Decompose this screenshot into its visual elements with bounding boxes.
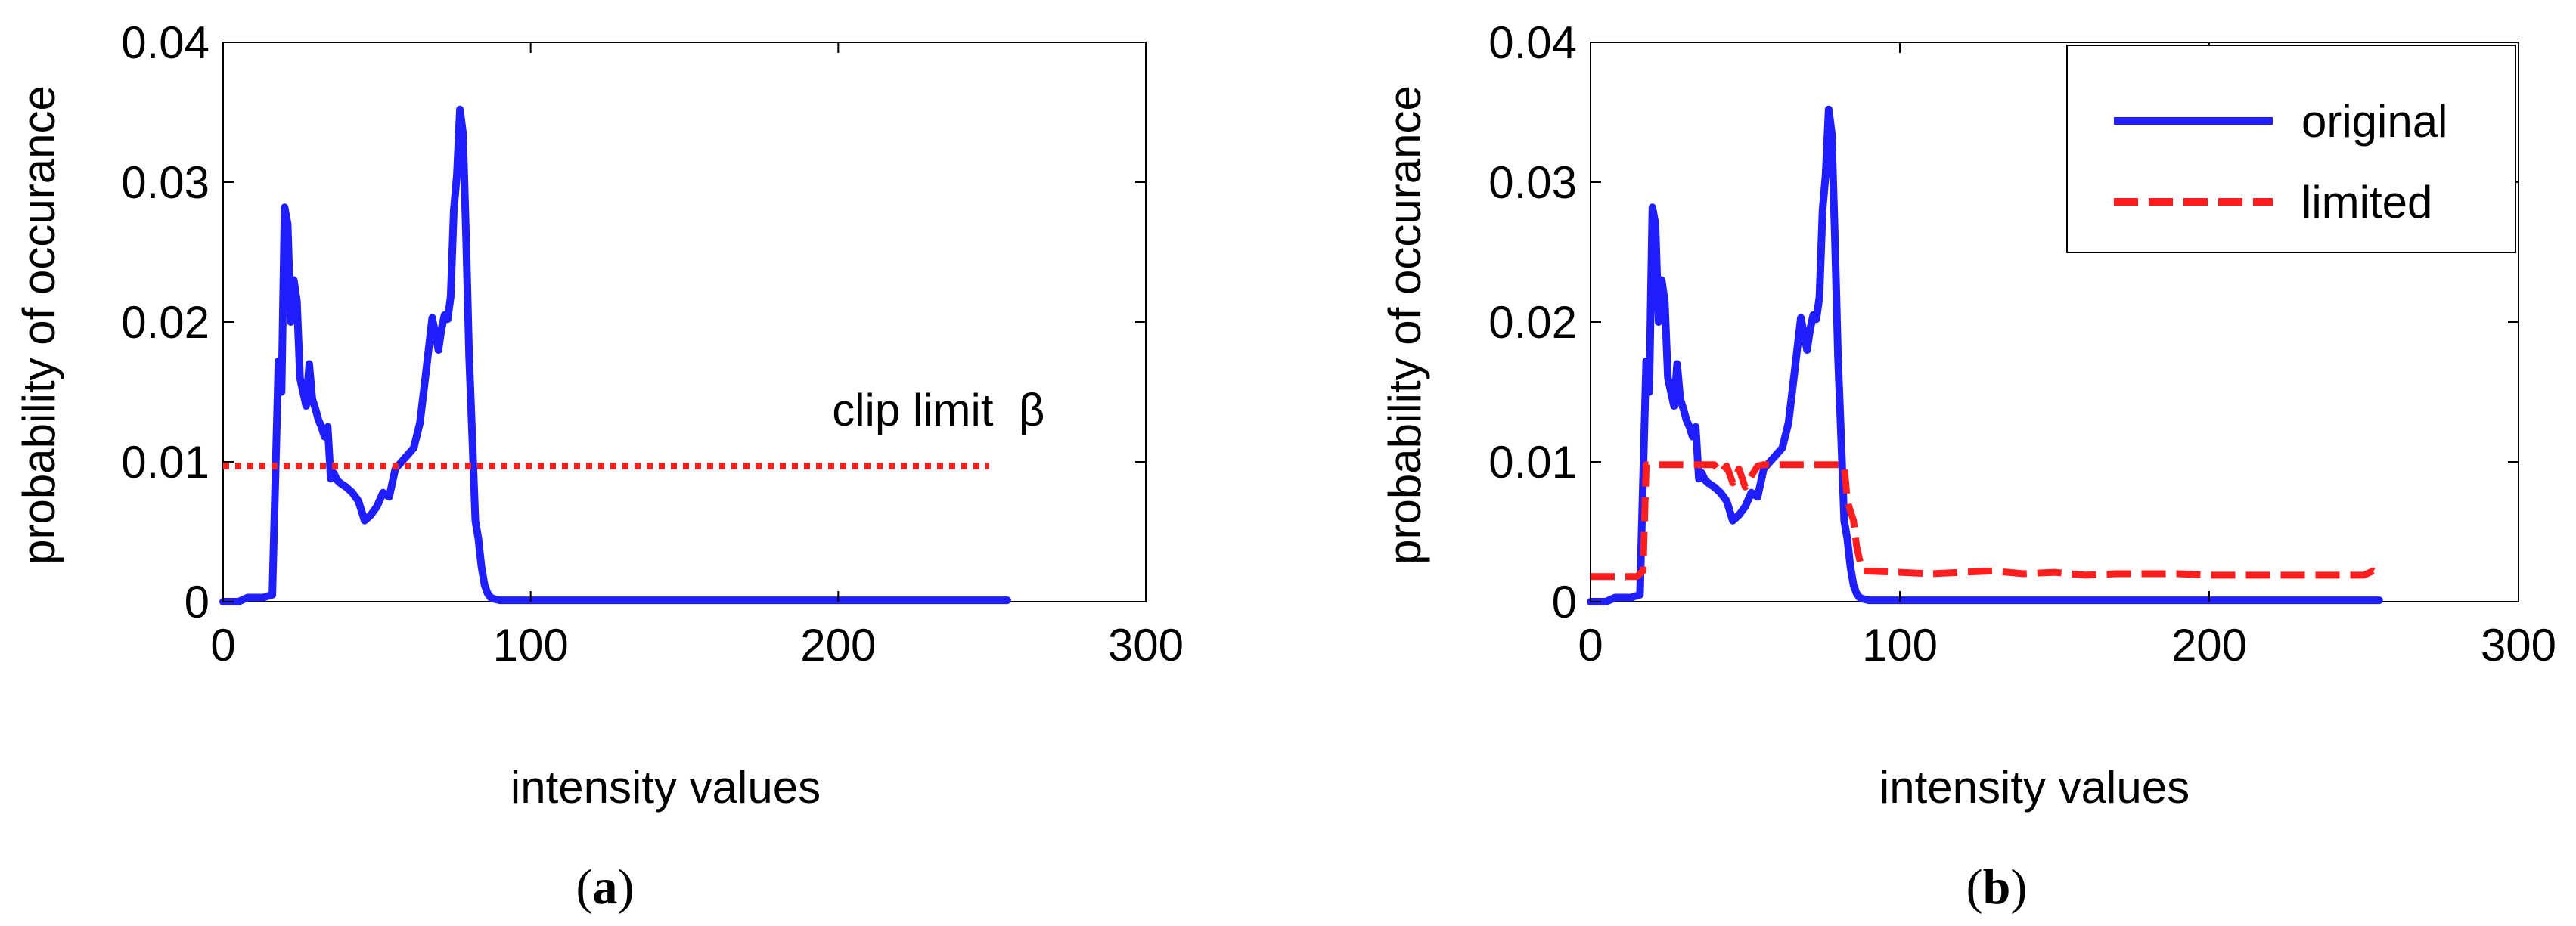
- x-tick-label: 300: [1108, 620, 1184, 670]
- series-line-limited: [1591, 461, 2382, 581]
- x-tick-label: 200: [2171, 620, 2247, 670]
- legend-box: [2066, 45, 2516, 253]
- tick-layer: 0 100 200 300 0 0.01 0.02 0.03 0.04: [121, 17, 1184, 670]
- y-axis-label: probability of occurance: [1380, 85, 1430, 565]
- y-tick-label: 0: [1552, 577, 1577, 627]
- y-tick-label: 0.01: [121, 437, 209, 488]
- clip-limit-annotation: clip limit β: [832, 385, 1044, 435]
- legend: original limited: [2066, 45, 2516, 253]
- x-axis-label: intensity values: [511, 762, 821, 813]
- panel-label-b: (b): [1966, 859, 2028, 915]
- x-tick-label: 100: [493, 620, 569, 670]
- panel-b: 0 100 200 300 0 0.01 0.02 0.03 0.04 intensity va…: [1380, 17, 2556, 915]
- y-tick-label: 0: [185, 577, 209, 627]
- y-tick-label: 0.03: [121, 157, 209, 208]
- series-line-original: [1587, 105, 2383, 605]
- panel-label-a: (a): [576, 859, 635, 915]
- y-tick-label: 0.02: [1488, 297, 1577, 348]
- y-axis-label: probability of occurance: [14, 85, 64, 565]
- x-tick-label: 300: [2481, 620, 2556, 670]
- y-tick-label: 0.03: [1488, 157, 1577, 208]
- panel-a: 0 100 200 300 0 0.01 0.02 0.03 0.04 intensity va…: [14, 17, 1184, 915]
- y-tick-label: 0.04: [1488, 17, 1577, 68]
- tick-layer: 0 100 200 300 0 0.01 0.02 0.03 0.04: [1488, 17, 2556, 670]
- legend-label-limited: limited: [2301, 177, 2432, 228]
- series-line-series-0: [219, 105, 1011, 605]
- y-tick-label: 0.04: [121, 17, 209, 68]
- series-layer: [219, 105, 1011, 605]
- y-tick-label: 0.02: [121, 297, 209, 348]
- x-tick-label: 200: [800, 620, 876, 670]
- legend-label-original: original: [2301, 96, 2447, 147]
- x-tick-label: 0: [210, 620, 235, 670]
- x-tick-label: 0: [1578, 620, 1603, 670]
- y-tick-label: 0.01: [1488, 437, 1577, 488]
- x-tick-label: 100: [1862, 620, 1938, 670]
- series-layer: [1587, 105, 2383, 605]
- x-axis-label: intensity values: [1879, 762, 2190, 813]
